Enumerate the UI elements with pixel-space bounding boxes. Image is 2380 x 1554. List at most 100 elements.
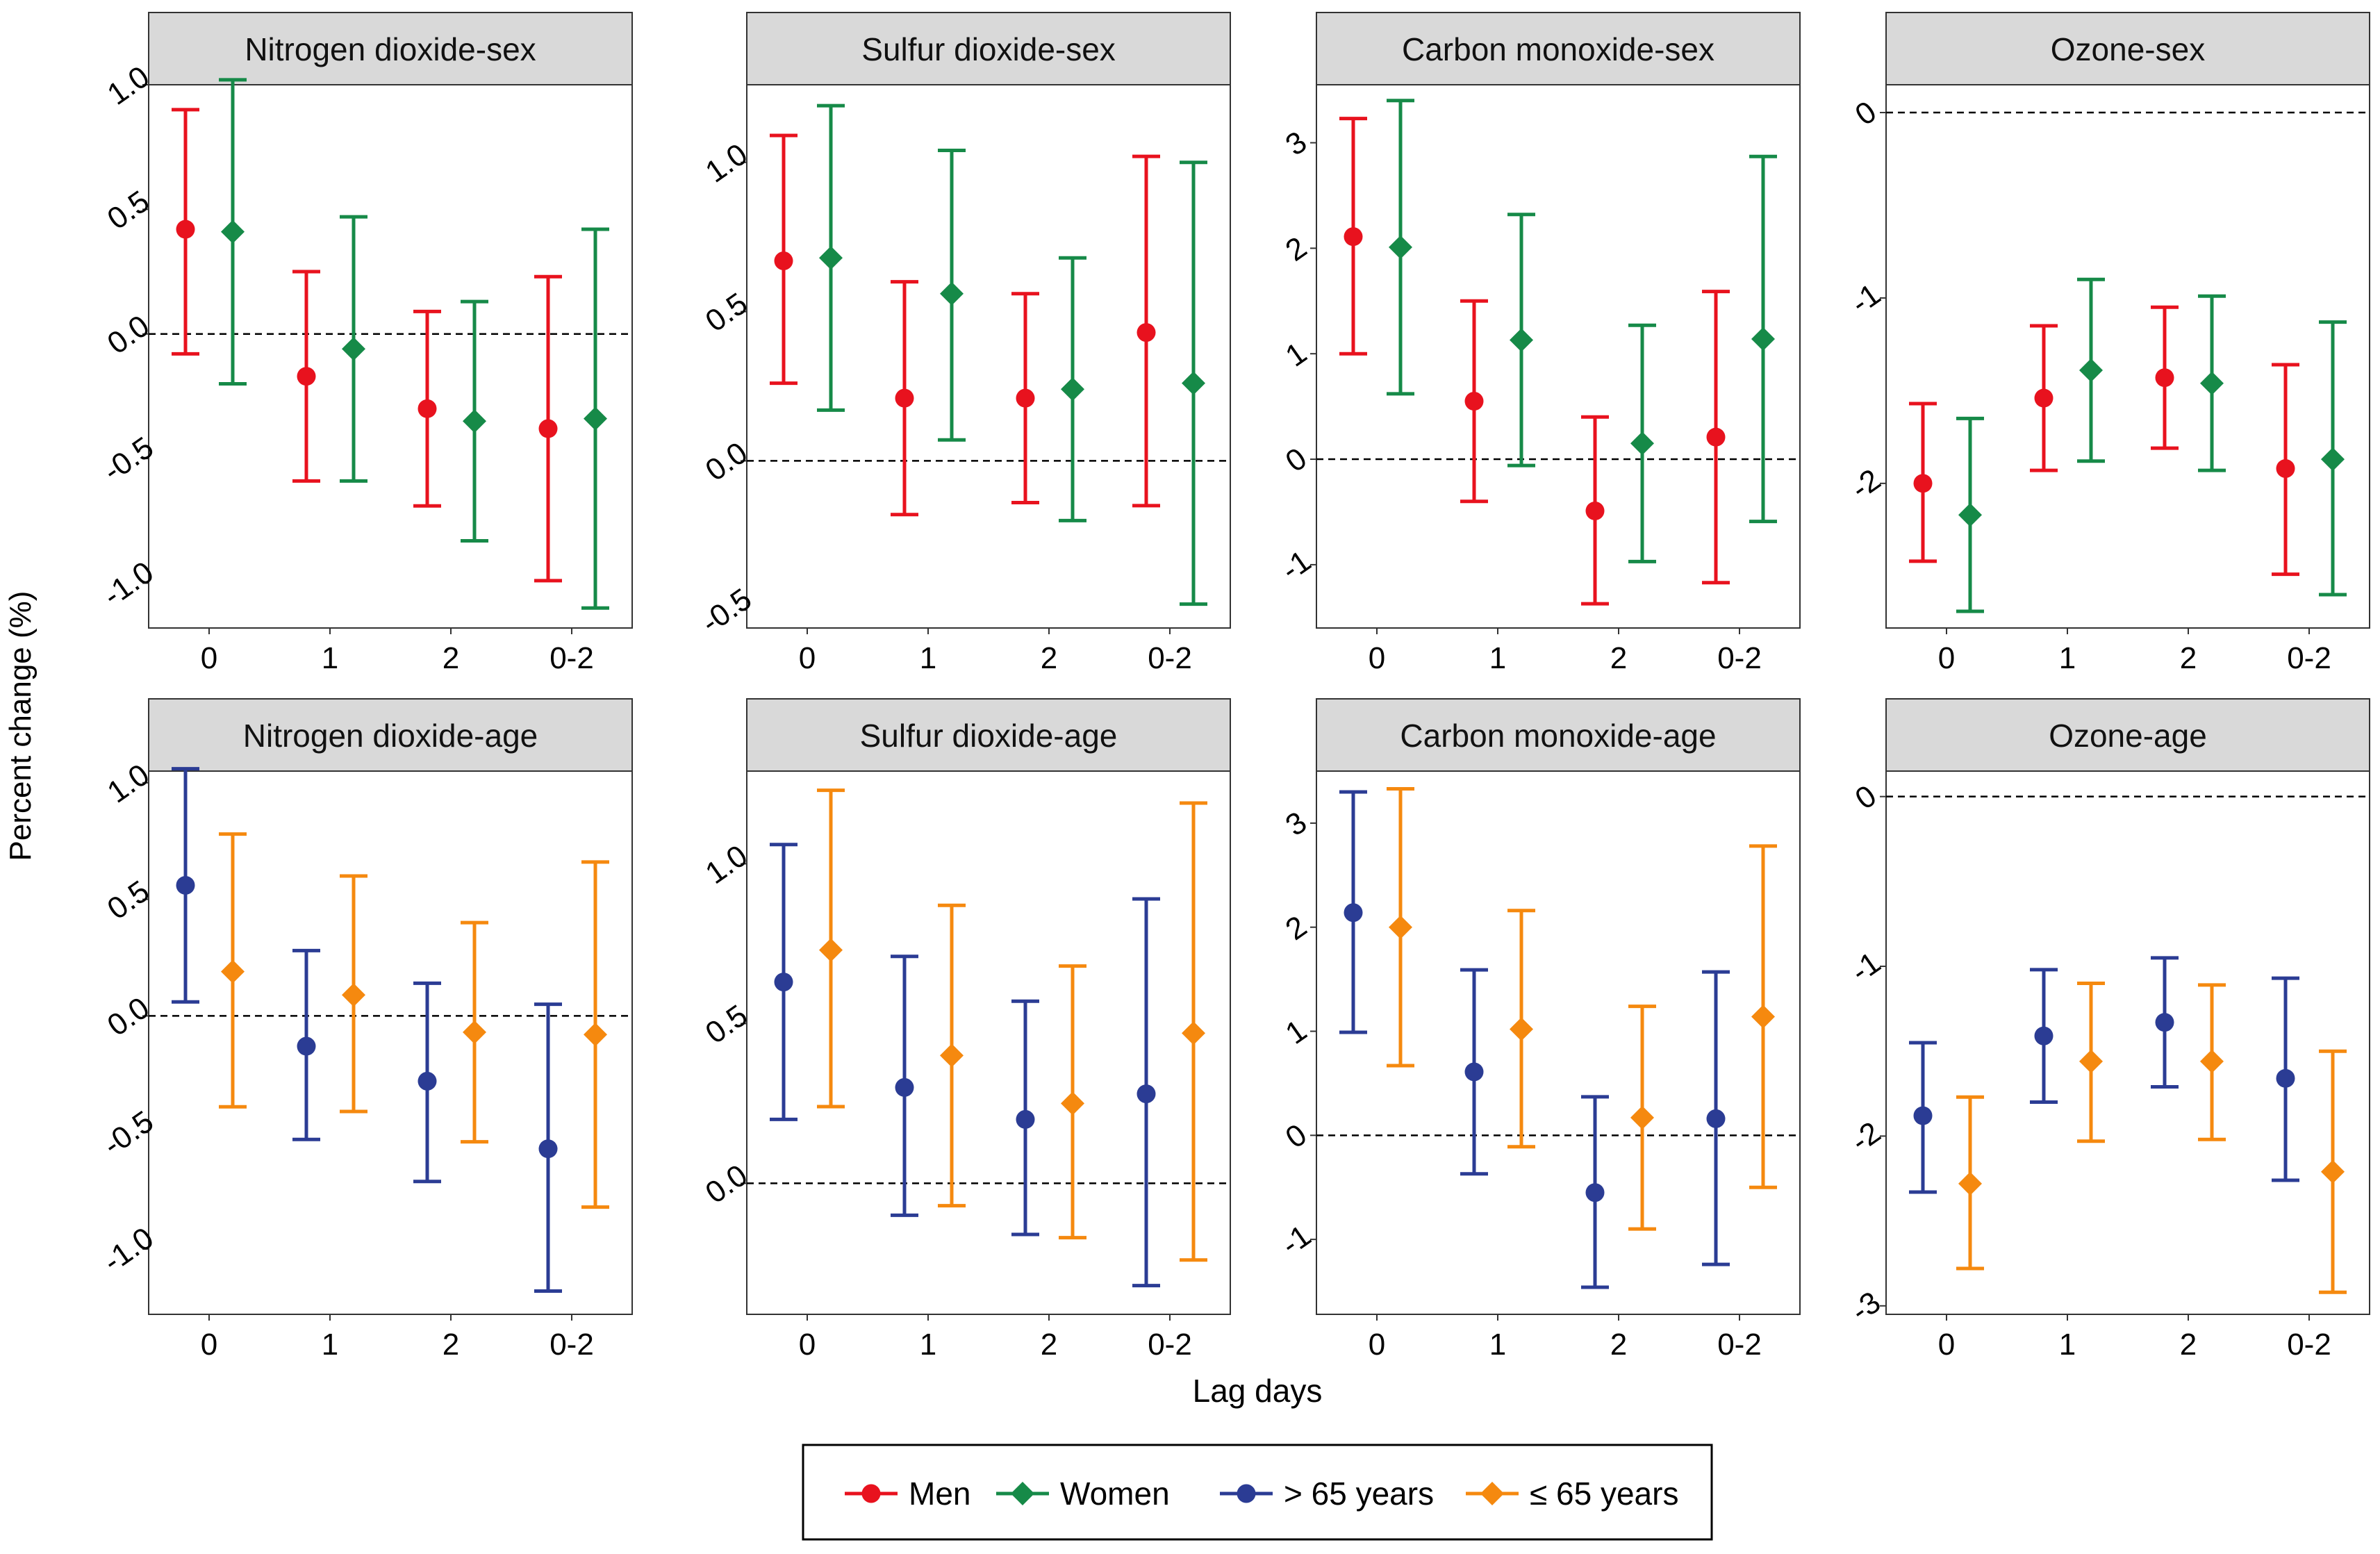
panel-title: Sulfur dioxide-age: [860, 718, 1118, 754]
x-tick-label: 1: [920, 641, 936, 675]
plot-area: [1885, 84, 2370, 629]
y-tick-label: 0.0: [101, 991, 156, 1043]
y-tick-label: 2: [1280, 909, 1313, 947]
legend-item-le-65-years: ≤ 65 years: [1466, 1476, 1678, 1512]
y-tick-label: 1.0: [101, 757, 156, 809]
estimate-point: [1913, 474, 1933, 493]
x-tick-label: 1: [2059, 1328, 2076, 1362]
y-tick-label: -2: [1845, 1115, 1887, 1159]
legend-label: Men: [909, 1476, 970, 1512]
estimate-point: [418, 1071, 437, 1091]
estimate-point: [2155, 1013, 2174, 1032]
series-women: [219, 78, 609, 610]
x-tick-label: 0-2: [1717, 641, 1762, 675]
series-gt-65-years: [1339, 790, 1730, 1289]
series-women: [817, 104, 1207, 606]
plot-area: [746, 770, 1231, 1315]
estimate-point: [342, 983, 365, 1007]
panel-title: Ozone-age: [2049, 718, 2207, 754]
legend-label: > 65 years: [1284, 1476, 1434, 1512]
estimate-point: [1182, 1021, 1205, 1045]
y-tick-label: 1: [1280, 1014, 1313, 1051]
panel-carbon-monoxide-age: Carbon monoxide-age 3 2 1 0 -1 0 1 2 0-2: [1275, 698, 1801, 1362]
estimate-point: [1510, 1017, 1533, 1041]
estimate-point: [2034, 388, 2053, 408]
estimate-point: [2321, 447, 2345, 472]
estimate-point: [819, 938, 843, 962]
estimate-point: [463, 1020, 486, 1044]
estimate-point: [895, 388, 914, 408]
y-tick-label: 1.0: [101, 60, 156, 112]
x-tick-label: 2: [2180, 641, 2197, 675]
series-women: [1956, 277, 2347, 613]
estimate-point: [895, 1077, 914, 1097]
estimate-point: [1958, 1171, 1982, 1196]
legend: Men Women > 65 years ≤ 65 years: [802, 1444, 1713, 1541]
estimate-point: [538, 1139, 558, 1159]
estimate-point: [2200, 1049, 2224, 1073]
estimate-point: [1751, 1005, 1775, 1029]
x-tick-label: 1: [1489, 1328, 1506, 1362]
estimate-point: [2155, 368, 2174, 388]
panel-strip: [1885, 12, 2370, 85]
estimate-point: [2200, 371, 2224, 395]
estimate-point: [2079, 1049, 2103, 1073]
x-tick-label: 0: [799, 641, 816, 675]
estimate-point: [297, 1036, 316, 1056]
x-tick-label: 0-2: [2287, 641, 2331, 675]
x-tick-label: 0-2: [549, 641, 594, 675]
estimate-point: [463, 409, 486, 433]
x-tick-label: 0-2: [1148, 641, 1192, 675]
estimate-point: [221, 959, 245, 984]
x-tick-label: 2: [1610, 641, 1627, 675]
estimate-point: [1389, 915, 1412, 939]
x-tick-label: 0: [1369, 641, 1385, 675]
series-le-65-years: [1956, 981, 2347, 1294]
y-tick-label: 1.0: [700, 838, 754, 891]
y-tick-label: -3: [1845, 1285, 1887, 1329]
y-tick-label: 3: [1280, 805, 1313, 843]
legend-key-marker: [1011, 1482, 1034, 1505]
x-tick-label: 0: [1938, 641, 1955, 675]
plot-area: [1316, 770, 1801, 1315]
panel-strip: [148, 12, 633, 85]
series-men: [172, 108, 562, 583]
estimate-point: [1464, 392, 1484, 411]
y-tick-label: 3: [1280, 125, 1313, 163]
series-women: [1387, 99, 1777, 563]
estimate-point: [1344, 227, 1363, 247]
estimate-point: [774, 251, 793, 271]
plot-area: [1316, 84, 1801, 629]
estimate-point: [2079, 358, 2103, 383]
y-tick-label: -1: [1275, 544, 1317, 588]
x-tick-label: 2: [2180, 1328, 2197, 1362]
series-le-65-years: [817, 788, 1207, 1262]
estimate-point: [1510, 328, 1533, 352]
x-tick-label: 1: [2059, 641, 2076, 675]
series-gt-65-years: [770, 843, 1160, 1288]
legend-item-men: Men: [845, 1476, 970, 1512]
panel-strip: [746, 12, 1231, 85]
x-tick-label: 0: [1938, 1328, 1955, 1362]
estimate-point: [176, 220, 195, 239]
estimate-point: [1706, 427, 1726, 447]
y-tick-label: -2: [1845, 463, 1887, 506]
plot-area: [148, 770, 633, 1315]
x-tick-label: 0-2: [1148, 1328, 1192, 1362]
panel-sulfur-dioxide-age: Sulfur dioxide-age 1.0 0.5 0.0 0 1 2 0-2: [700, 698, 1231, 1362]
estimate-point: [1182, 371, 1205, 395]
estimate-point: [538, 419, 558, 438]
x-tick-label: 1: [920, 1328, 936, 1362]
y-tick-label: 1: [1280, 336, 1313, 373]
y-tick-label: 1.0: [700, 137, 754, 189]
estimate-point: [1958, 503, 1982, 527]
estimate-point: [2276, 1068, 2295, 1088]
estimate-point: [584, 1023, 607, 1047]
x-tick-label: 0-2: [2287, 1328, 2331, 1362]
estimate-point: [1630, 431, 1654, 456]
estimate-point: [2276, 458, 2295, 478]
panel-title: Sulfur dioxide-sex: [861, 31, 1116, 67]
estimate-point: [1751, 326, 1775, 351]
